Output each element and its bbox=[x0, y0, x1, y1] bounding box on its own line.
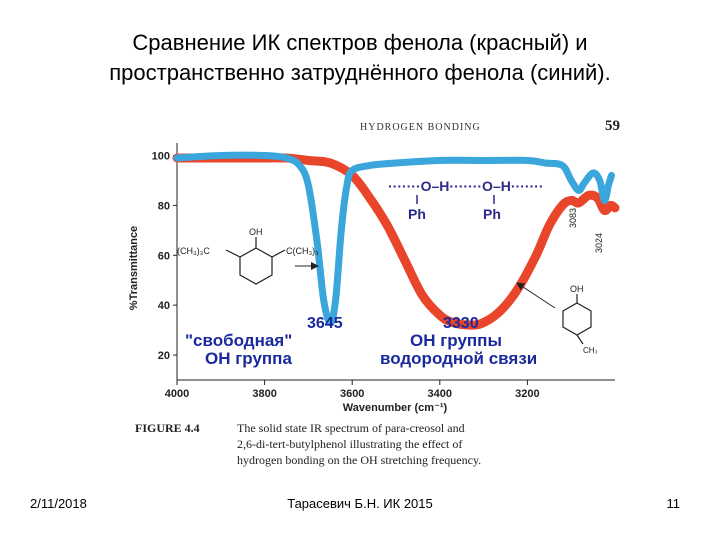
annotation-hb-number: 3330 bbox=[443, 315, 479, 332]
y-tick-label: 20 bbox=[158, 350, 170, 362]
x-axis-label: Wavenumber (cm⁻¹) bbox=[343, 402, 448, 414]
y-tick-label: 80 bbox=[158, 200, 170, 212]
hindered-left-bond bbox=[225, 249, 241, 258]
cresol-ring bbox=[562, 302, 592, 336]
hindered-oh-label: OH bbox=[249, 227, 263, 237]
caption-line2: 2,6-di-tert-butylphenol illustrating the… bbox=[237, 437, 462, 451]
hbond-chain-text: ·······O–H·······O–H······· bbox=[388, 178, 543, 194]
x-tick-label: 3600 bbox=[340, 388, 364, 400]
series-blue-line bbox=[173, 151, 615, 327]
y-tick-label: 100 bbox=[152, 150, 170, 162]
annotation-free-number: 3645 bbox=[307, 315, 343, 332]
x-tick-label: 3400 bbox=[428, 388, 452, 400]
x-tick-label: 3800 bbox=[252, 388, 276, 400]
caption-line3: hydrogen bonding on the OH stretching fr… bbox=[237, 453, 481, 467]
cresol-arrow bbox=[516, 282, 556, 309]
x-tick-label: 3200 bbox=[515, 388, 539, 400]
y-tick-group: 100 80 60 40 20 bbox=[152, 150, 177, 362]
footer-author: Тарасевич Б.Н. ИК 2015 bbox=[287, 496, 433, 511]
slide-title-line2: пространственно затруднённого фенола (си… bbox=[109, 60, 611, 85]
cresol-ch3-label: CH₃ bbox=[583, 346, 598, 355]
cresol-oh-label: OH bbox=[570, 284, 584, 294]
hindered-phenol-ring bbox=[239, 247, 273, 285]
footer-date: 2/11/2018 bbox=[30, 496, 87, 511]
hindered-left-label: (CH₃)₃C bbox=[177, 246, 210, 256]
peak-label-3083: 3083 bbox=[568, 208, 578, 228]
figure-page-number: 59 bbox=[605, 118, 620, 134]
hbond-structure: ·······O–H·······O–H······· Ph Ph bbox=[388, 178, 543, 222]
annotation-free-line1: "свободная" bbox=[185, 331, 292, 350]
annotation-free-oh: 3645 "свободная" ОН группа bbox=[185, 315, 343, 368]
hindered-phenol-structure: OH (CH₃)₃C C(CH₃)₃ bbox=[177, 227, 319, 285]
x-tick-group: 4000 3800 3600 3400 3200 bbox=[165, 380, 540, 400]
annotation-hb-line2: водородной связи bbox=[380, 349, 537, 368]
peak-label-3024: 3024 bbox=[594, 233, 604, 253]
hindered-right-label: C(CH₃)₃ bbox=[286, 246, 319, 256]
hindered-right-bond bbox=[271, 249, 286, 258]
annotation-hb-line1: ОН группы bbox=[410, 331, 502, 350]
y-axis-label: %Transmittance bbox=[128, 226, 140, 310]
annotation-free-line2: ОН группа bbox=[205, 349, 292, 368]
ir-spectrum-figure: HYDROGEN BONDING 59 100 80 60 40 20 4000 3800… bbox=[125, 108, 620, 468]
series-red-line bbox=[172, 153, 620, 330]
x-tick-label: 4000 bbox=[165, 388, 189, 400]
y-tick-label: 40 bbox=[158, 300, 170, 312]
figure-header: HYDROGEN BONDING bbox=[360, 122, 481, 133]
annotation-hbond-oh: 3330 ОН группы водородной связи bbox=[380, 315, 537, 368]
slide-title-line1: Сравнение ИК спектров фенола (красный) и bbox=[132, 30, 588, 55]
cresol-structure: OH CH₃ bbox=[562, 284, 598, 355]
caption-label: FIGURE 4.4 bbox=[135, 421, 200, 435]
hbond-ph-2: Ph bbox=[483, 206, 501, 222]
caption-line1: The solid state IR spectrum of para-creo… bbox=[237, 421, 465, 435]
y-tick-label: 60 bbox=[158, 250, 170, 262]
cresol-ch3-bond bbox=[576, 334, 584, 345]
ir-spectrum-chart: HYDROGEN BONDING 59 100 80 60 40 20 4000 3800… bbox=[128, 118, 620, 467]
footer-page-number: 11 bbox=[666, 496, 681, 511]
hbond-ph-1: Ph bbox=[408, 206, 426, 222]
slide-title: Сравнение ИК спектров фенола (красный) и… bbox=[40, 28, 680, 88]
